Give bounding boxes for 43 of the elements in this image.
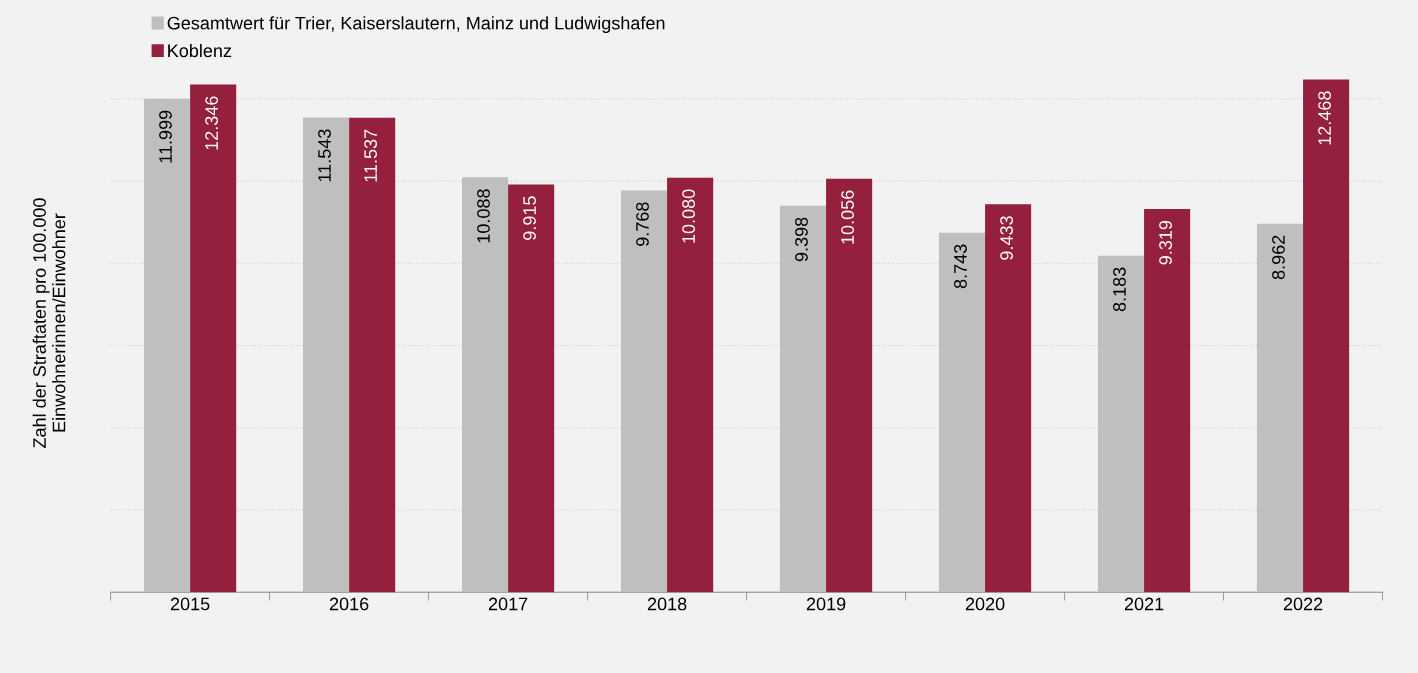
bar [1256, 223, 1304, 593]
data-label: 9.398 [795, 217, 808, 262]
data-label: 11.537 [364, 129, 377, 182]
data-label: 10.080 [682, 189, 695, 243]
y-axis-title: Zahl der Straftaten pro 100.000 Einwohnerinnen/Einwohner [32, 198, 66, 448]
bar [302, 117, 350, 593]
data-label: 9.915 [523, 196, 536, 240]
data-label: 8.743 [954, 244, 967, 289]
data-label: 10.056 [841, 190, 854, 244]
bar [1144, 208, 1191, 593]
data-label: 12.468 [1318, 91, 1331, 145]
data-label: 11.999 [159, 110, 172, 163]
bar [461, 177, 509, 593]
bar [1097, 255, 1145, 593]
bar [349, 117, 396, 593]
bar [143, 98, 191, 593]
x-tick-label: 2021 [1124, 597, 1164, 611]
bar [985, 204, 1032, 593]
data-label: 9.319 [1159, 220, 1172, 265]
bar [667, 177, 714, 593]
bar [779, 205, 827, 593]
x-tick-label: 2017 [488, 597, 528, 611]
x-tick-label: 2020 [965, 597, 1005, 611]
data-label: 8.962 [1272, 235, 1285, 280]
bar [508, 184, 555, 593]
x-tick-label: 2018 [647, 597, 687, 611]
bar [938, 232, 986, 593]
x-tick-label: 2015 [170, 597, 210, 611]
data-label: 9.768 [636, 202, 649, 246]
bar [1303, 79, 1350, 593]
data-label: 12.346 [205, 96, 218, 150]
bar [826, 178, 873, 593]
legend-label: Koblenz [168, 43, 232, 58]
data-label: 8.183 [1113, 267, 1126, 312]
data-label: 10.088 [477, 189, 490, 243]
bar [190, 84, 237, 593]
bar [620, 190, 668, 593]
data-label: 11.543 [318, 129, 331, 182]
data-label: 9.433 [1000, 216, 1013, 260]
legend-label: Gesamtwert für Trier, Kaiserslautern, Mainz und Ludwigshafen [167, 16, 665, 34]
x-tick-label: 2022 [1283, 597, 1323, 611]
x-tick-label: 2016 [329, 597, 369, 611]
x-tick-label: 2019 [806, 597, 846, 611]
